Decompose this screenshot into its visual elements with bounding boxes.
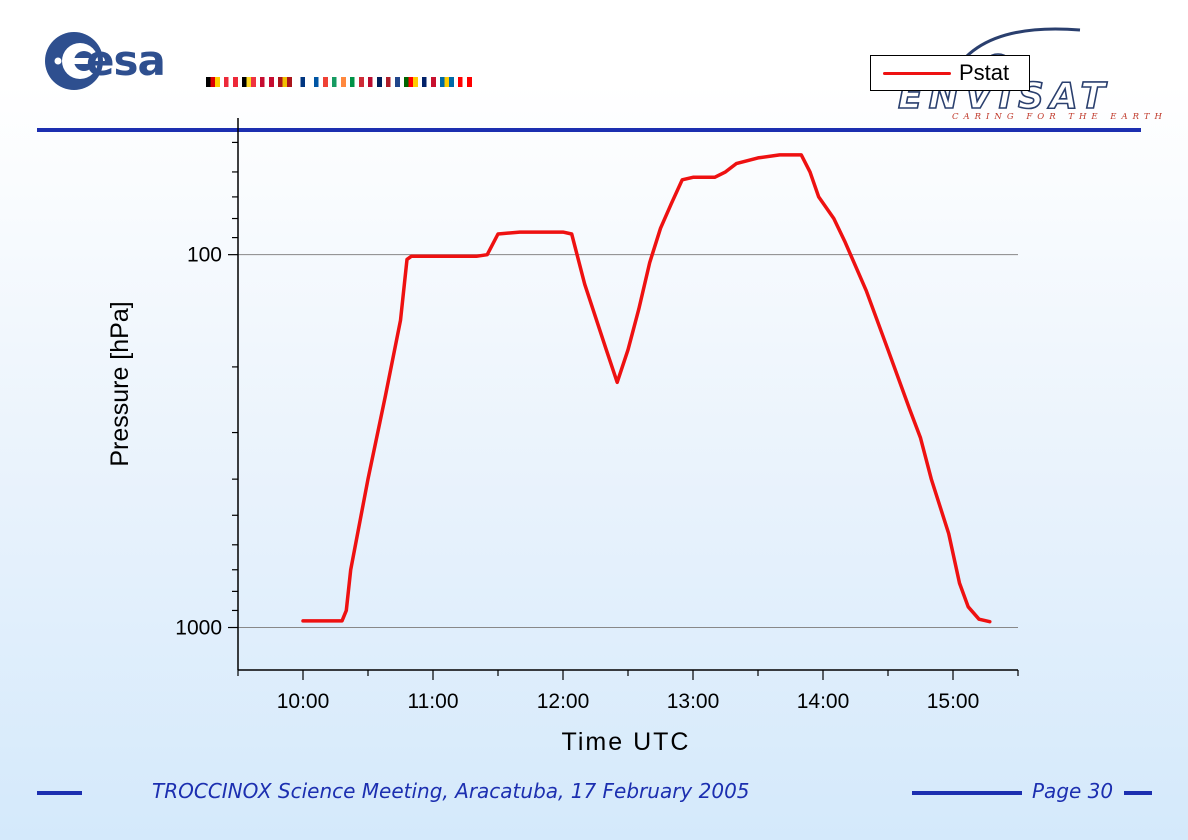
flag-icon (404, 77, 418, 87)
flag-icon (458, 77, 472, 87)
flag-icon (260, 77, 274, 87)
flag-icon (224, 77, 238, 87)
y-tick-label: 1000 (175, 617, 222, 640)
flag-icon (206, 77, 220, 87)
member-state-flags (206, 77, 472, 87)
header-divider (37, 128, 1141, 132)
footer-divider-middle (912, 791, 1022, 795)
footer-divider-right (1124, 791, 1152, 795)
envisat-tagline: CARING FOR THE EARTH (952, 112, 1167, 122)
esa-logo-text: esa (86, 36, 166, 85)
x-tick-label: 14:00 (797, 690, 850, 713)
flag-icon (350, 77, 364, 87)
x-tick-label: 10:00 (277, 690, 330, 713)
footer-meeting-title: TROCCINOX Science Meeting, Aracatuba, 17… (152, 779, 750, 803)
x-tick-label: 13:00 (667, 690, 720, 713)
chart-legend: Pstat (870, 55, 1030, 91)
flag-icon (278, 77, 292, 87)
x-tick-label: 15:00 (927, 690, 980, 713)
x-tick-label: 12:00 (537, 690, 590, 713)
flag-icon (368, 77, 382, 87)
flag-icon (332, 77, 346, 87)
x-tick-label: 11:00 (408, 690, 459, 713)
legend-swatch-pstat (883, 72, 951, 75)
y-axis-title: Pressure [hPa] (106, 301, 134, 466)
footer-divider-left (37, 791, 82, 795)
x-axis-title: Time UTC (562, 728, 691, 756)
footer-page-number: Page 30 (1032, 779, 1114, 803)
flag-icon (242, 77, 256, 87)
flag-icon (422, 77, 436, 87)
flag-icon (314, 77, 328, 87)
flag-icon (440, 77, 454, 87)
legend-label-pstat: Pstat (959, 60, 1010, 85)
series-line-pstat (301, 153, 992, 624)
esa-logo-icon (45, 32, 103, 90)
y-tick-label: 100 (187, 244, 222, 267)
flag-icon (296, 77, 310, 87)
flag-icon (386, 77, 400, 87)
